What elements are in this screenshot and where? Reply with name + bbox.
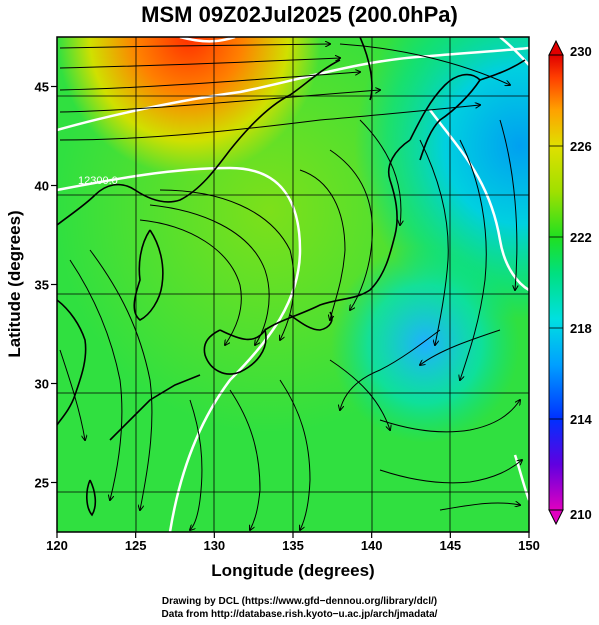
x-tick-label: 140 xyxy=(361,538,383,553)
colorbar-ticks: 210 214 218 222 226 230 xyxy=(549,44,592,522)
x-tick-label: 120 xyxy=(46,538,68,553)
y-axis-label: Latitude (degrees) xyxy=(5,210,24,357)
colorbar-top-arrow xyxy=(548,39,564,56)
x-tick-label: 130 xyxy=(203,538,225,553)
colorbar-tick-label: 214 xyxy=(570,412,592,427)
colorbar-tick-label: 230 xyxy=(570,44,592,59)
colorbar-scale xyxy=(548,54,564,511)
y-tick-label: 25 xyxy=(35,476,49,491)
x-axis-ticks: 120 125 130 135 140 145 150 xyxy=(46,532,540,553)
height-contours xyxy=(57,37,529,532)
y-tick-label: 45 xyxy=(35,80,49,95)
y-tick-label: 30 xyxy=(35,377,49,392)
colorbar-tick-label: 226 xyxy=(570,139,592,154)
temperature-field: 12300.0 xyxy=(57,37,529,532)
x-tick-label: 135 xyxy=(282,538,304,553)
x-tick-label: 125 xyxy=(125,538,147,553)
contour-label: 12300.0 xyxy=(78,175,118,187)
footer-data-credit: Data from http://database.rish.kyoto−u.a… xyxy=(161,609,438,620)
colorbar: 210 214 218 222 226 230 xyxy=(548,39,592,526)
x-axis-label: Longitude (degrees) xyxy=(211,561,374,580)
colorbar-tick-label: 210 xyxy=(570,507,592,522)
lat-lon-grid xyxy=(57,37,529,532)
footer-drawing-credit: Drawing by DCL (https://www.gfd−dennou.o… xyxy=(161,596,438,607)
y-tick-label: 35 xyxy=(35,278,49,293)
map-title: MSM 09Z02Jul2025 (200.0hPa) xyxy=(141,2,458,27)
colorbar-tick-label: 222 xyxy=(570,230,592,245)
streamlines xyxy=(59,44,522,530)
y-axis-ticks: 25 30 35 40 45 xyxy=(35,80,57,491)
colorbar-tick-label: 218 xyxy=(570,321,592,336)
x-tick-label: 145 xyxy=(439,538,461,553)
y-tick-label: 40 xyxy=(35,179,49,194)
x-tick-label: 150 xyxy=(518,538,540,553)
colorbar-bottom-arrow xyxy=(548,509,564,526)
